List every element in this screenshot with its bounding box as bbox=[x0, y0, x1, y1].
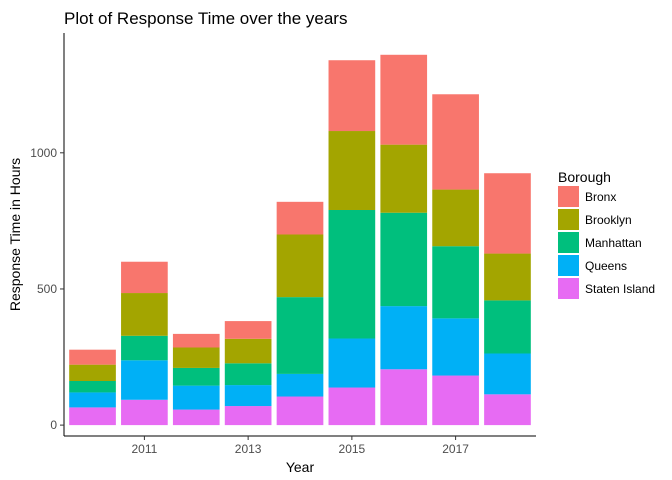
legend-swatch-staten-island bbox=[558, 278, 579, 299]
bar-brooklyn-2014 bbox=[276, 234, 324, 298]
bar-brooklyn-2018 bbox=[484, 253, 531, 301]
x-tick-label-2015: 2015 bbox=[339, 442, 366, 456]
legend-swatch-manhattan bbox=[558, 232, 579, 253]
bar-bronx-2017 bbox=[432, 94, 479, 190]
bar-manhattan-2016 bbox=[380, 212, 428, 307]
bar-queens-2015 bbox=[328, 338, 376, 388]
bar-staten-island-2012 bbox=[172, 409, 220, 426]
bar-manhattan-2015 bbox=[328, 209, 376, 339]
bar-queens-2011 bbox=[121, 360, 168, 400]
bar-bronx-2013 bbox=[224, 321, 272, 339]
bar-bronx-2018 bbox=[484, 173, 531, 254]
bar-brooklyn-2010 bbox=[69, 364, 116, 381]
legend-title: Borough bbox=[558, 169, 611, 185]
bar-manhattan-2010 bbox=[69, 380, 116, 393]
bar-bronx-2016 bbox=[380, 54, 428, 145]
legend-swatch-bronx bbox=[558, 186, 579, 207]
x-axis-title: Year bbox=[286, 459, 315, 475]
legend-label-manhattan: Manhattan bbox=[585, 236, 642, 250]
bar-bronx-2015 bbox=[328, 60, 376, 132]
bar-staten-island-2011 bbox=[121, 399, 168, 426]
bar-queens-2014 bbox=[276, 373, 324, 397]
y-tick-label-1000: 1000 bbox=[30, 146, 57, 160]
bar-manhattan-2011 bbox=[121, 335, 168, 361]
legend-swatch-queens bbox=[558, 255, 579, 276]
bar-staten-island-2016 bbox=[380, 369, 428, 426]
bar-manhattan-2017 bbox=[432, 246, 479, 319]
bar-staten-island-2010 bbox=[69, 407, 116, 426]
x-tick-label-2011: 2011 bbox=[131, 442, 157, 456]
bar-bronx-2014 bbox=[276, 201, 324, 235]
bar-queens-2016 bbox=[380, 306, 428, 370]
bar-brooklyn-2011 bbox=[121, 293, 168, 336]
bar-manhattan-2013 bbox=[224, 363, 272, 386]
bar-queens-2012 bbox=[172, 385, 220, 410]
legend-label-brooklyn: Brooklyn bbox=[585, 213, 632, 227]
bar-queens-2017 bbox=[432, 318, 479, 376]
chart-title: Plot of Response Time over the years bbox=[64, 9, 347, 28]
bar-staten-island-2015 bbox=[328, 387, 376, 426]
bar-manhattan-2018 bbox=[484, 300, 531, 354]
bar-manhattan-2012 bbox=[172, 367, 220, 386]
legend-label-staten-island: Staten Island bbox=[585, 282, 655, 296]
bar-queens-2013 bbox=[224, 385, 272, 407]
bar-brooklyn-2017 bbox=[432, 189, 479, 247]
bar-brooklyn-2013 bbox=[224, 338, 272, 364]
y-tick-label-500: 500 bbox=[37, 282, 57, 296]
bar-staten-island-2013 bbox=[224, 406, 272, 426]
x-tick-label-2013: 2013 bbox=[235, 442, 262, 456]
bar-bronx-2010 bbox=[69, 349, 116, 365]
bar-brooklyn-2015 bbox=[328, 131, 376, 210]
bar-manhattan-2014 bbox=[276, 297, 324, 374]
bar-staten-island-2014 bbox=[276, 396, 324, 426]
bar-staten-island-2018 bbox=[484, 394, 531, 426]
bar-bronx-2011 bbox=[121, 261, 168, 294]
bar-staten-island-2017 bbox=[432, 375, 479, 426]
bar-brooklyn-2012 bbox=[172, 347, 220, 368]
bar-queens-2010 bbox=[69, 392, 116, 408]
x-tick-label-2017: 2017 bbox=[442, 442, 469, 456]
y-axis-title: Response Time in Hours bbox=[7, 158, 23, 311]
bar-brooklyn-2016 bbox=[380, 144, 428, 213]
legend-swatch-brooklyn bbox=[558, 209, 579, 230]
legend-label-bronx: Bronx bbox=[585, 190, 616, 204]
legend-label-queens: Queens bbox=[585, 259, 627, 273]
bar-queens-2018 bbox=[484, 353, 531, 395]
bar-bronx-2012 bbox=[172, 333, 220, 348]
y-tick-label-0: 0 bbox=[50, 418, 57, 432]
